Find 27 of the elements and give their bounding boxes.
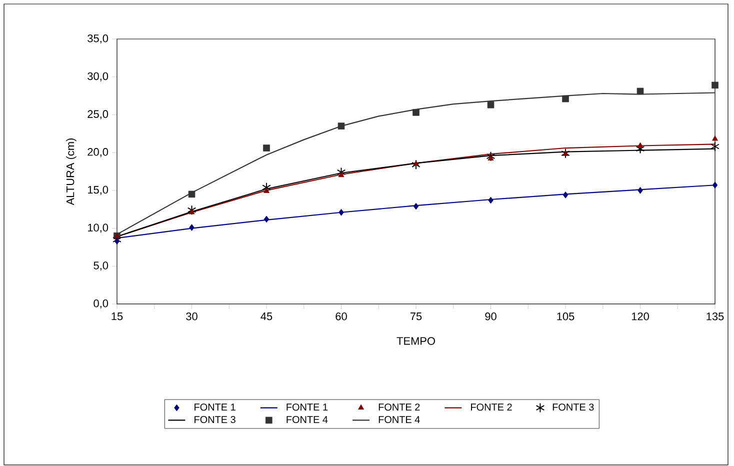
y-tick-label: 30,0: [88, 72, 108, 82]
y-tick-label: 25,0: [88, 110, 108, 120]
y-tick-label: 15,0: [88, 186, 108, 195]
x-tick-label: 45: [260, 312, 272, 320]
x-tick-label: 135: [706, 312, 724, 320]
x-tick-label: 90: [485, 312, 496, 320]
legend-label: FONTE 1: [286, 404, 328, 411]
x-axis-title: TEMPO: [396, 337, 435, 345]
legend-label: FONTE 2: [471, 404, 512, 411]
x-tick-label: 60: [336, 312, 347, 320]
y-tick-label: 10,0: [88, 224, 108, 233]
legend-label: FONTE 4: [378, 416, 420, 424]
x-tick-label: 15: [112, 312, 123, 320]
y-tick-label: 20,0: [88, 148, 108, 158]
x-tick-label: 30: [186, 312, 198, 320]
legend-label: FONTE 3: [194, 416, 236, 424]
x-tick-label: 105: [557, 312, 574, 320]
y-tick-label: 0,0: [94, 299, 108, 309]
legend-label: FONTE 3: [552, 404, 594, 411]
y-axis-title: ALTURA (cm): [66, 138, 76, 206]
y-tick-label: 35,0: [88, 34, 108, 44]
legend-label: FONTE 2: [378, 404, 420, 411]
legend-label: FONTE 1: [194, 404, 236, 411]
legend-label: FONTE 4: [286, 416, 328, 424]
x-tick-label: 120: [632, 312, 649, 320]
x-tick-label: 75: [410, 312, 422, 320]
y-tick-label: 5,0: [94, 262, 108, 271]
